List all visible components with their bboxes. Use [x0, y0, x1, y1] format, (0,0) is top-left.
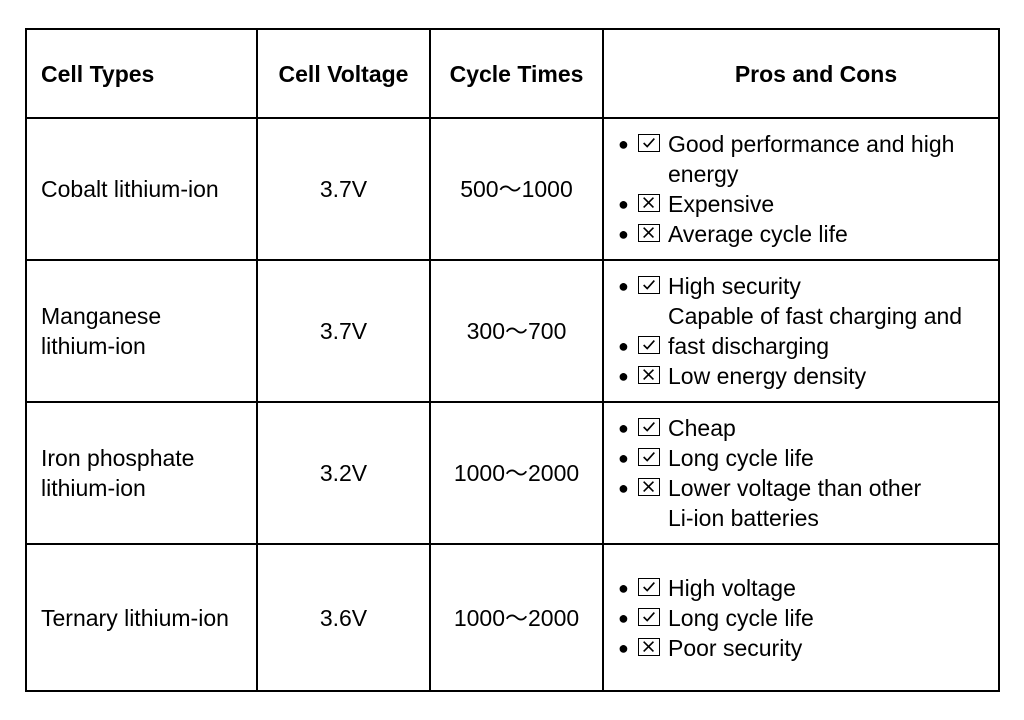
pros-cons-text: Poor security — [668, 634, 803, 661]
cycle-times-value: 1000～2000 — [453, 604, 580, 631]
pros-cons-text: energy — [668, 161, 739, 187]
checkbox-checked-icon — [638, 336, 660, 354]
cell-voltage-value: 3.7V — [319, 176, 368, 202]
checkbox-checked-icon — [638, 607, 660, 626]
checkbox-checked-icon — [638, 448, 660, 466]
bullet-icon: ● — [618, 607, 629, 628]
cell-type-name: Manganese lithium-ion — [41, 303, 162, 359]
cycle-times-value: 300～700 — [466, 318, 567, 344]
row-cobalt-voltage: 3.7V — [258, 119, 431, 261]
row-manganese-name: Manganese lithium-ion — [27, 261, 258, 403]
pros-cons-text: Good performance and high — [668, 131, 955, 157]
pros-cons-item: ● Cheap — [618, 413, 921, 443]
cell-type-name: Ternary lithium-ion — [41, 604, 229, 631]
header-cell-types: Cell Types — [27, 30, 258, 119]
cell-type-name: Iron phosphate lithium-ion — [41, 445, 195, 501]
pros-cons-text: Capable of fast charging and — [668, 303, 963, 329]
pros-cons-item: ● Poor security — [618, 633, 814, 663]
bullet-icon: ● — [618, 577, 629, 598]
header-cell-types-label: Cell Types — [41, 60, 155, 87]
pros-cons-list: ● High voltage ● Long cycle life ● Poor secur… — [618, 573, 814, 663]
bullet-icon: ● — [618, 418, 629, 438]
header-cycle-times-label: Cycle Times — [449, 60, 584, 87]
row-ternary-pros-cons: ● High voltage ● Long cycle life ● Poor secur… — [604, 545, 998, 690]
row-ternary-name: Ternary lithium-ion — [27, 545, 258, 690]
pros-cons-item: Li-ion batteries — [618, 503, 921, 533]
bullet-icon: ● — [618, 637, 629, 658]
pros-cons-text: fast discharging — [668, 333, 830, 359]
pros-cons-text: High voltage — [668, 574, 796, 601]
battery-comparison-table: Cell Types Cell Voltage Cycle Times Pros… — [25, 28, 1000, 692]
cycle-times-value: 1000～2000 — [453, 460, 580, 486]
pros-cons-text: Low energy density — [668, 363, 867, 389]
row-manganese-pros-cons: ● High security Capable of fast charging a… — [604, 261, 998, 403]
bullet-icon: ● — [618, 134, 629, 154]
pros-cons-item: ● High voltage — [618, 573, 814, 603]
pros-cons-text: Average cycle life — [668, 221, 848, 247]
row-ternary-cycles: 1000～2000 — [431, 545, 604, 690]
pros-cons-item: ● Average cycle life — [618, 219, 954, 249]
row-iron-phosphate-cycles: 1000～2000 — [431, 403, 604, 545]
header-cycle-times: Cycle Times — [431, 30, 604, 119]
bullet-icon: ● — [618, 276, 629, 296]
checkbox-checked-icon — [638, 577, 660, 596]
header-pros-and-cons-label: Pros and Cons — [734, 60, 898, 87]
row-cobalt-cycles: 500～1000 — [431, 119, 604, 261]
checkbox-crossed-icon — [638, 194, 660, 212]
cell-type-name: Cobalt lithium-ion — [41, 176, 219, 202]
pros-cons-item: ● Good performance and high — [618, 129, 954, 159]
pros-cons-item: ● Low energy density — [618, 361, 962, 391]
checkbox-checked-icon — [638, 134, 660, 152]
pros-cons-item: Capable of fast charging and — [618, 301, 962, 331]
checkbox-crossed-icon — [638, 224, 660, 242]
row-ternary-voltage: 3.6V — [258, 545, 431, 690]
pros-cons-text: Li-ion batteries — [668, 505, 819, 531]
row-iron-phosphate-pros-cons: ● Cheap ● Long cycle life ● Lower voltage tha… — [604, 403, 998, 545]
row-iron-phosphate-name: Iron phosphate lithium-ion — [27, 403, 258, 545]
bullet-icon: ● — [618, 478, 629, 498]
checkbox-checked-icon — [638, 418, 660, 436]
pros-cons-list: ● Good performance and high energy ● Expensi… — [618, 129, 954, 249]
row-cobalt-name: Cobalt lithium-ion — [27, 119, 258, 261]
cell-voltage-value: 3.2V — [319, 460, 368, 486]
header-cell-voltage: Cell Voltage — [258, 30, 431, 119]
checkbox-crossed-icon — [638, 637, 660, 656]
pros-cons-item: ● High security — [618, 271, 962, 301]
pros-cons-item: ● Long cycle life — [618, 603, 814, 633]
bullet-icon: ● — [618, 366, 629, 386]
cell-voltage-value: 3.7V — [319, 318, 368, 344]
pros-cons-text: Cheap — [668, 415, 736, 441]
cycle-times-value: 500～1000 — [460, 176, 573, 202]
row-cobalt-pros-cons: ● Good performance and high energy ● Expensi… — [604, 119, 998, 261]
bullet-icon: ● — [618, 224, 629, 244]
row-iron-phosphate-voltage: 3.2V — [258, 403, 431, 545]
pros-cons-text: Expensive — [668, 191, 775, 217]
pros-cons-item: ● Expensive — [618, 189, 954, 219]
row-manganese-cycles: 300～700 — [431, 261, 604, 403]
pros-cons-item: ● Lower voltage than other — [618, 473, 921, 503]
checkbox-crossed-icon — [638, 366, 660, 384]
pros-cons-item: ● Long cycle life — [618, 443, 921, 473]
pros-cons-list: ● High security Capable of fast charging a… — [618, 271, 962, 391]
checkbox-checked-icon — [638, 276, 660, 294]
bullet-icon: ● — [618, 336, 629, 356]
pros-cons-text: Long cycle life — [668, 604, 814, 631]
pros-cons-item: energy — [618, 159, 954, 189]
bullet-icon: ● — [618, 448, 629, 468]
bullet-icon: ● — [618, 194, 629, 214]
cell-voltage-value: 3.6V — [319, 604, 368, 631]
pros-cons-item: ● fast discharging — [618, 331, 962, 361]
header-cell-voltage-label: Cell Voltage — [278, 60, 409, 87]
row-manganese-voltage: 3.7V — [258, 261, 431, 403]
checkbox-crossed-icon — [638, 478, 660, 496]
pros-cons-text: High security — [668, 273, 801, 299]
pros-cons-list: ● Cheap ● Long cycle life ● Lower voltage tha… — [618, 413, 921, 533]
pros-cons-text: Lower voltage than other — [668, 475, 922, 501]
header-pros-and-cons: Pros and Cons — [604, 30, 998, 119]
pros-cons-text: Long cycle life — [668, 445, 814, 471]
